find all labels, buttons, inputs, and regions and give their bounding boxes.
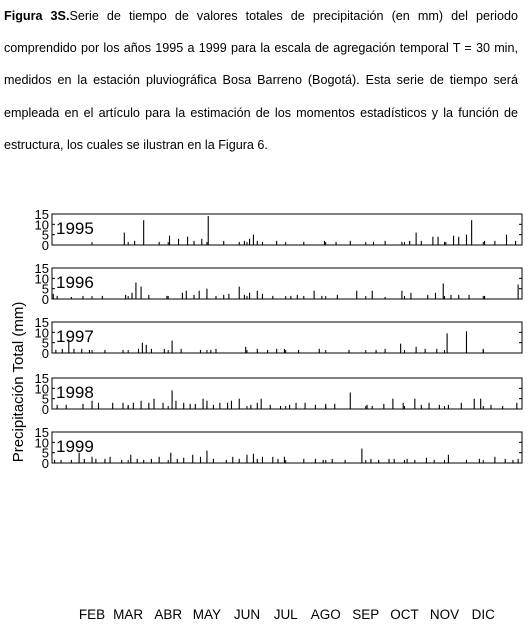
y-tick-label: 15	[35, 371, 49, 386]
panel-frame	[51, 213, 523, 246]
x-month-label: DIC	[472, 607, 496, 622]
y-tick-label: 10	[35, 435, 49, 450]
x-month-label: OCT	[390, 607, 419, 622]
y-tick-label: 5	[42, 228, 49, 243]
panel-year-label: 1995	[56, 219, 94, 238]
y-tick-label: 5	[42, 336, 49, 351]
y-tick-label: 10	[35, 271, 49, 286]
caption-text: Serie de tiempo de valores totales de pr…	[4, 9, 518, 152]
x-month-label: ABR	[154, 607, 182, 622]
panel-year-label: 1998	[56, 383, 94, 402]
x-month-label: MAY	[193, 607, 221, 622]
panel-frame	[51, 267, 523, 300]
y-tick-label: 10	[35, 325, 49, 340]
y-tick-label: 15	[35, 261, 49, 276]
caption-lead: Figura 3S.	[4, 9, 70, 23]
y-tick-label: 5	[42, 392, 49, 407]
y-tick-label: 0	[42, 238, 49, 253]
y-tick-label: 10	[35, 381, 49, 396]
y-tick-label: 15	[35, 315, 49, 330]
y-tick-label: 5	[42, 446, 49, 461]
x-month-label: JUN	[234, 607, 260, 622]
y-tick-label: 0	[42, 456, 49, 471]
x-month-label: MAR	[113, 607, 143, 622]
chart-panels: 0510151995051015199605101519970510151998…	[35, 207, 523, 471]
x-month-label: NOV	[430, 607, 459, 622]
panel-frame	[51, 431, 523, 464]
y-tick-label: 0	[42, 346, 49, 361]
y-tick-label: 5	[42, 282, 49, 297]
x-month-label: SEP	[352, 607, 379, 622]
panel-year-label: 1996	[56, 273, 94, 292]
figure-caption: Figura 3S.Serie de tiempo de valores tot…	[4, 0, 518, 161]
y-axis-label: Precipitación Total (mm)	[10, 302, 27, 463]
y-tick-label: 15	[35, 207, 49, 222]
panel-frame	[51, 321, 523, 354]
y-tick-label: 10	[35, 217, 49, 232]
y-tick-label: 0	[42, 402, 49, 417]
panel-year-label: 1997	[56, 327, 94, 346]
x-month-label: AGO	[311, 607, 341, 622]
x-month-label: FEB	[79, 607, 105, 622]
panel-year-label: 1999	[56, 437, 94, 456]
y-tick-label: 15	[35, 425, 49, 440]
y-tick-label: 0	[42, 292, 49, 307]
x-month-label: JUL	[274, 607, 298, 622]
panel-frame	[51, 377, 523, 410]
x-axis-month-labels: FEB MAR ABR MAY JUN JUL AGO SEP OCT NOV DIC	[79, 607, 495, 622]
